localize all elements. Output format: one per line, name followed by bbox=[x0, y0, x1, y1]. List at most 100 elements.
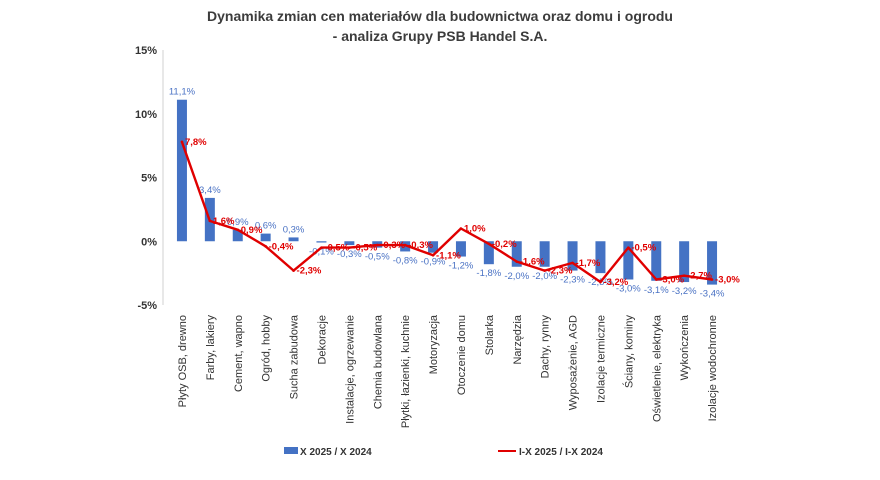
category-label: Wyposażenie, AGD bbox=[568, 315, 580, 410]
bar-value-label: -0,5% bbox=[365, 252, 390, 263]
line-point bbox=[654, 278, 658, 281]
bar bbox=[428, 241, 439, 253]
category-label: Cement, wapno bbox=[233, 315, 245, 392]
line-value-label: -1,7% bbox=[576, 258, 601, 269]
category-label: Ściany, kominy bbox=[622, 315, 635, 389]
line-value-label: -3,0% bbox=[659, 275, 684, 286]
line-point bbox=[571, 261, 574, 265]
line-path bbox=[180, 141, 713, 284]
bar-value-label: -2,0% bbox=[504, 271, 529, 282]
line-point bbox=[320, 246, 323, 249]
category-label: Narzędzia bbox=[512, 314, 524, 364]
bar-value-label: -0,9% bbox=[421, 257, 446, 268]
line-point bbox=[348, 246, 351, 249]
category-label: Stolarka bbox=[484, 314, 496, 355]
category-label: Ogród, hobby bbox=[261, 315, 273, 382]
category-label: Izolacje wodochronne bbox=[707, 315, 719, 421]
line-point bbox=[431, 253, 435, 257]
line-point bbox=[180, 140, 184, 144]
bar-value-label: 0,3% bbox=[283, 224, 305, 235]
category-label: Dekoracje bbox=[316, 315, 328, 365]
bar-value-label: -1,2% bbox=[449, 261, 474, 272]
bar bbox=[455, 241, 466, 257]
bar bbox=[176, 99, 187, 242]
bar bbox=[707, 241, 718, 285]
y-tick-label: 10% bbox=[135, 109, 157, 121]
bar-value-label: -3,1% bbox=[644, 285, 669, 296]
bar bbox=[595, 241, 606, 274]
category-label: Sucha zabudowa bbox=[289, 314, 301, 399]
line-value-label: 1,6% bbox=[213, 216, 235, 227]
legend-line-label: I-X 2025 / I-X 2024 bbox=[519, 447, 603, 458]
category-label: Otoczenie domu bbox=[456, 315, 468, 395]
line-value-label: -0,3% bbox=[408, 240, 433, 251]
line-value-label: 0,9% bbox=[241, 225, 263, 236]
bar-value-label: 0,6% bbox=[255, 221, 277, 232]
bar bbox=[232, 229, 243, 242]
line-point bbox=[515, 260, 519, 263]
line-value-label: 1,0% bbox=[464, 224, 486, 235]
line-value-label: -0,4% bbox=[269, 241, 294, 252]
line-value-label: -1,1% bbox=[436, 250, 461, 261]
line-value-label: -2,3% bbox=[297, 266, 322, 277]
bar bbox=[344, 241, 355, 246]
bar bbox=[316, 241, 327, 243]
bar-value-label: -2,0% bbox=[532, 271, 557, 282]
chart-title: Dynamika zmian cen materiałów dla budown… bbox=[207, 8, 673, 24]
line-value-label: -0,5% bbox=[352, 243, 377, 254]
bar-value-label: 3,4% bbox=[199, 185, 221, 196]
category-label: Płyty OSB, drewno bbox=[177, 315, 189, 407]
category-label: Farby, lakiery bbox=[205, 315, 217, 381]
line-point bbox=[375, 243, 379, 247]
line-value-label: -1,6% bbox=[520, 257, 545, 268]
line-point bbox=[236, 228, 240, 232]
bar bbox=[483, 241, 494, 265]
category-label: Izolacje termiczne bbox=[595, 315, 607, 403]
bar-value-label: 11,1% bbox=[169, 87, 196, 98]
bar bbox=[539, 241, 550, 267]
category-label: Dachy, rynny bbox=[540, 315, 552, 379]
line-value-label: -0,3% bbox=[380, 240, 405, 251]
bar-value-label: -3,2% bbox=[672, 286, 697, 297]
y-tick-label: -5% bbox=[137, 300, 157, 312]
line-value-labels: 7,8%1,6%0,9%-0,4%-2,3%-0,5% -0,5% -0,3% -0,… bbox=[185, 137, 740, 288]
bar-value-label: -0,1% bbox=[309, 247, 334, 258]
bar-value-label: -3,4% bbox=[700, 289, 725, 300]
category-label: Chemia budowlana bbox=[372, 314, 384, 409]
line-value-label: -0,5% bbox=[324, 243, 349, 254]
y-tick-label: 5% bbox=[141, 173, 157, 185]
bar bbox=[623, 241, 634, 280]
category-label: Płytki, łazienki, kuchnie bbox=[400, 315, 412, 428]
line-value-label: 7,8% bbox=[185, 137, 207, 148]
line-value-label: -3,2% bbox=[603, 277, 628, 288]
line-point bbox=[710, 278, 714, 281]
bar-value-label: -0,8% bbox=[393, 255, 418, 266]
legend-bar-label: X 2025 / X 2024 bbox=[300, 447, 372, 458]
bar-value-labels: 11,1%3,4%0,9% 0,6% 0,3%-0,1% -0,3% -0,5% -0,8… bbox=[169, 87, 725, 300]
line-value-label: -2,3% bbox=[548, 266, 573, 277]
bar bbox=[511, 241, 522, 267]
chart-subtitle: - analiza Grupy PSB Handel S.A. bbox=[332, 28, 548, 44]
bar bbox=[679, 241, 690, 283]
line-point bbox=[682, 274, 686, 277]
legend: X 2025 / X 2024 I-X 2025 / I-X 2024 bbox=[284, 447, 603, 458]
category-label: Motoryzacja bbox=[428, 314, 440, 374]
y-tick-label: 15% bbox=[135, 45, 157, 57]
line-value-label: -3,0% bbox=[715, 275, 740, 286]
bar-value-label: -1,8% bbox=[476, 268, 501, 279]
bar bbox=[651, 241, 662, 281]
bar-value-label: 0,9% bbox=[227, 217, 249, 228]
line-value-label: -0,5% bbox=[631, 243, 656, 254]
line-value-label: -2,7% bbox=[687, 271, 712, 282]
category-label: Instalacje, ogrzewanie bbox=[344, 315, 356, 424]
line-point bbox=[627, 246, 630, 249]
bar bbox=[260, 233, 271, 242]
category-label: Oświetlenie, elektryka bbox=[651, 314, 663, 422]
category-labels: Płyty OSB, drewno Farby, lakiery Cement, w… bbox=[177, 314, 719, 428]
legend-bar-swatch bbox=[284, 447, 298, 454]
line-point bbox=[403, 243, 407, 247]
bar-value-label: -0,3% bbox=[337, 249, 362, 260]
bar bbox=[567, 241, 578, 271]
line-point bbox=[487, 242, 491, 246]
